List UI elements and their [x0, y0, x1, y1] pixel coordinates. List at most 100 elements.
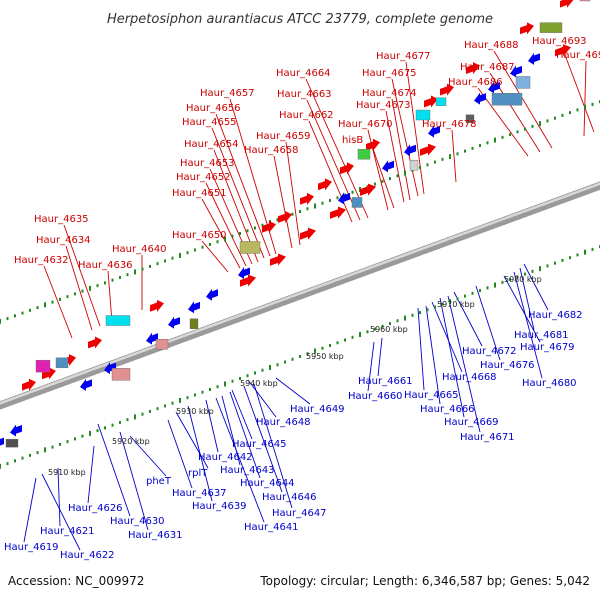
leader-line: [503, 275, 541, 343]
leader-line: [167, 419, 193, 489]
scale-label: 5920 kbp: [112, 437, 150, 446]
scale-dot: [569, 256, 571, 260]
scale-dot: [299, 210, 301, 213]
gene-label-bottom: Haur_4660: [348, 391, 403, 402]
gene-label-bottom: rplT: [188, 468, 208, 479]
leader-line: [371, 145, 395, 209]
leader-line: [107, 270, 113, 323]
scale-dot: [321, 201, 324, 205]
scale-dot: [381, 179, 384, 183]
scale-dot: [81, 434, 84, 438]
scale-dot: [411, 313, 414, 317]
scale-dot: [479, 289, 481, 293]
leader-line: [583, 60, 587, 137]
leader-line: [439, 297, 465, 418]
scale-dot: [389, 322, 391, 326]
scale-dot: [74, 292, 76, 296]
leader-line: [87, 445, 95, 504]
leader-line: [175, 411, 209, 469]
gene-arrow: [340, 162, 354, 175]
gene-arrow: [488, 81, 500, 94]
scale-label: 5950 kbp: [306, 352, 344, 361]
gene-arrow: [278, 210, 292, 223]
scale-dot: [464, 149, 466, 153]
gene-label-top: Haur_4659: [256, 131, 311, 142]
scale-dot: [389, 177, 391, 181]
leader-line: [41, 473, 81, 551]
scale-dot: [44, 447, 46, 453]
scale-dot: [186, 396, 189, 400]
scale-dot: [51, 445, 54, 449]
gene-arrow: [560, 0, 574, 8]
gene-label-bottom: Haur_4642: [198, 452, 253, 463]
scale-dot: [584, 104, 586, 110]
gene-label-bottom: Haur_4671: [460, 432, 515, 443]
scale-dot: [254, 226, 256, 230]
scale-dot: [111, 423, 114, 427]
leader-line: [306, 99, 361, 221]
gene-arrow: [168, 316, 180, 329]
gene-label-bottom: Haur_4639: [192, 501, 247, 512]
gene-label-bottom: Haur_4645: [232, 439, 287, 450]
gene-arrow: [88, 336, 102, 349]
gene-arrow: [270, 253, 286, 266]
leader-line: [305, 78, 369, 219]
scale-dot: [66, 295, 69, 299]
scale-dot: [254, 371, 256, 375]
scale-dot: [546, 264, 549, 268]
scale-dot: [74, 437, 76, 441]
leader-line: [391, 98, 411, 201]
gene-arrow: [0, 437, 4, 446]
leader-line: [405, 61, 425, 195]
gene-label-bottom: Haur_4668: [442, 372, 497, 383]
gene-box: [435, 97, 447, 106]
gene-label-bottom: Haur_4661: [358, 376, 413, 387]
gene-arrow: [520, 22, 534, 35]
gene-box: [539, 22, 563, 33]
gene-label-bottom: Haur_4631: [128, 530, 183, 541]
scale-label: 5980 kbp: [504, 275, 542, 284]
scale-dot: [149, 409, 151, 413]
gene-box: [35, 359, 51, 373]
scale-dot: [516, 130, 519, 134]
leader-line: [275, 377, 311, 405]
scale-dot: [29, 308, 31, 312]
scale-dot: [524, 127, 526, 131]
gene-label-bottom: Haur_4666: [420, 404, 475, 415]
gene-box: [409, 160, 419, 171]
scale-dot: [156, 407, 159, 411]
leader-line: [119, 431, 149, 531]
scale-dot: [59, 297, 61, 301]
scale-dot: [201, 390, 204, 394]
scale-dot: [306, 207, 309, 211]
gene-label-bottom: Haur_4665: [404, 390, 459, 401]
gene-arrow: [510, 65, 522, 78]
leader-line: [201, 240, 229, 273]
gene-label-top: Haur_4662: [279, 110, 334, 121]
gene-arrow: [10, 424, 22, 437]
leader-line: [187, 405, 213, 502]
leader-lines: [23, 46, 595, 551]
gene-arrow: [404, 144, 416, 157]
scale-dot: [216, 385, 219, 389]
leader-line: [23, 477, 37, 543]
gene-label-bottom: Haur_4679: [520, 342, 575, 353]
leader-line: [65, 245, 93, 331]
scale-dot: [591, 102, 594, 106]
gene-label-bottom: Haur_4646: [262, 492, 317, 503]
scale-dot: [141, 412, 144, 416]
gene-label-top: Haur_4677: [376, 51, 431, 62]
gene-box: [105, 315, 131, 326]
gene-arrow: [440, 83, 454, 96]
scale-dot: [351, 190, 354, 194]
scale-label: 5910 kbp: [48, 468, 86, 477]
scale-dot: [141, 267, 144, 271]
scale-dot: [164, 404, 166, 408]
scale-dot: [276, 363, 279, 367]
leader-line: [215, 113, 271, 257]
gene-label-top: Haur_4670: [338, 119, 393, 130]
leader-line: [285, 141, 301, 246]
scale-dot: [126, 273, 129, 277]
gene-box: [155, 339, 169, 350]
scale-dot: [539, 121, 541, 127]
